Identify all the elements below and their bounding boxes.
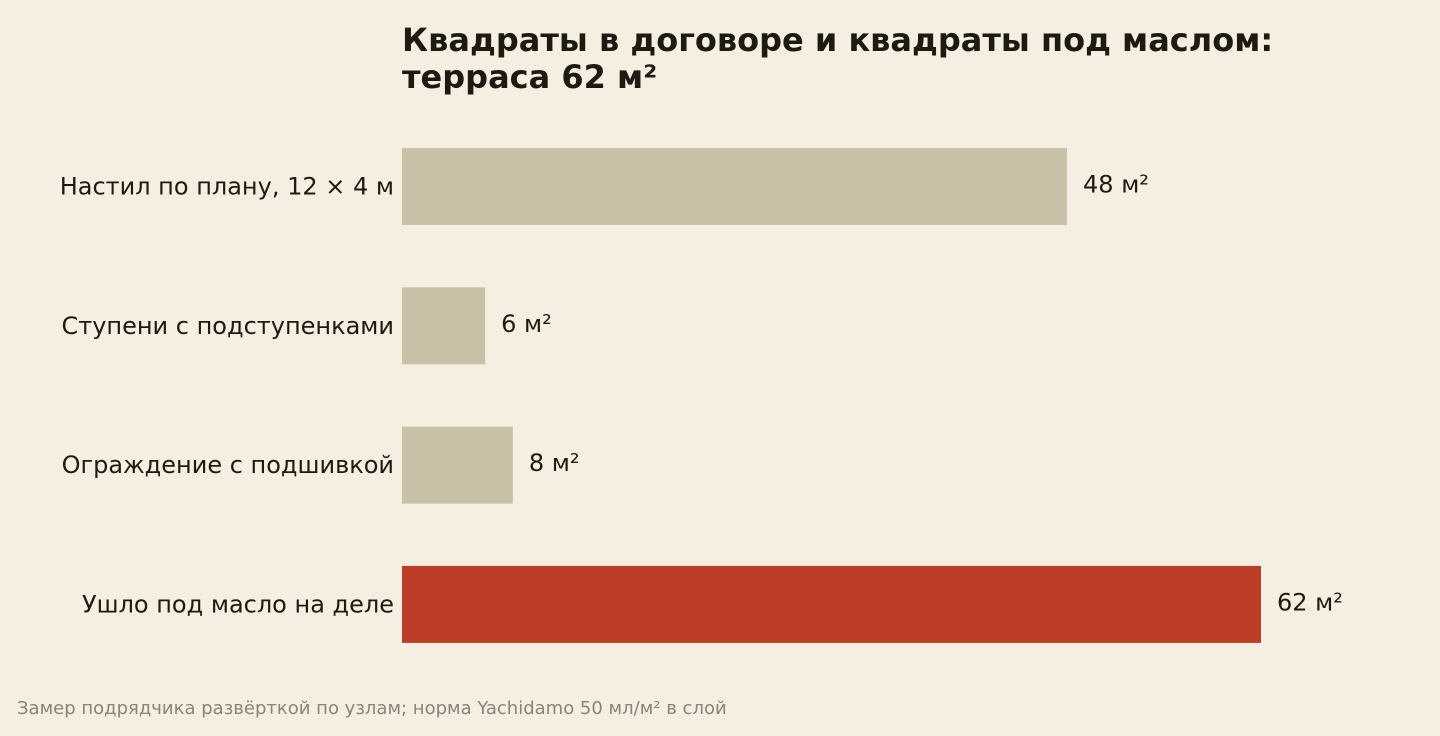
bar-3 <box>402 426 513 504</box>
bar-2 <box>402 287 486 365</box>
value-label-4: 62 м² <box>1277 588 1343 616</box>
value-label-2: 6 м² <box>501 310 552 338</box>
chart-title-line-1: Квадраты в договоре и квадраты под масло… <box>402 21 1273 59</box>
value-label-3: 8 м² <box>529 449 580 477</box>
category-label-4: Ушло под масло на деле <box>82 590 394 618</box>
category-label-1: Настил по плану, 12 × 4 м <box>60 173 394 201</box>
footnote: Замер подрядчика развёрткой по узлам; но… <box>17 698 727 719</box>
bars-group: Настил по плану, 12 × 4 м 48 м² Ступени с … <box>60 148 1343 643</box>
bar-4 <box>402 565 1261 643</box>
value-label-1: 48 м² <box>1083 171 1149 199</box>
chart-title-line-2: терраса 62 м² <box>402 58 657 96</box>
category-label-3: Ограждение с подшивкой <box>62 451 394 479</box>
bar-1 <box>402 148 1068 225</box>
category-label-2: Ступени с подступенками <box>61 312 394 340</box>
